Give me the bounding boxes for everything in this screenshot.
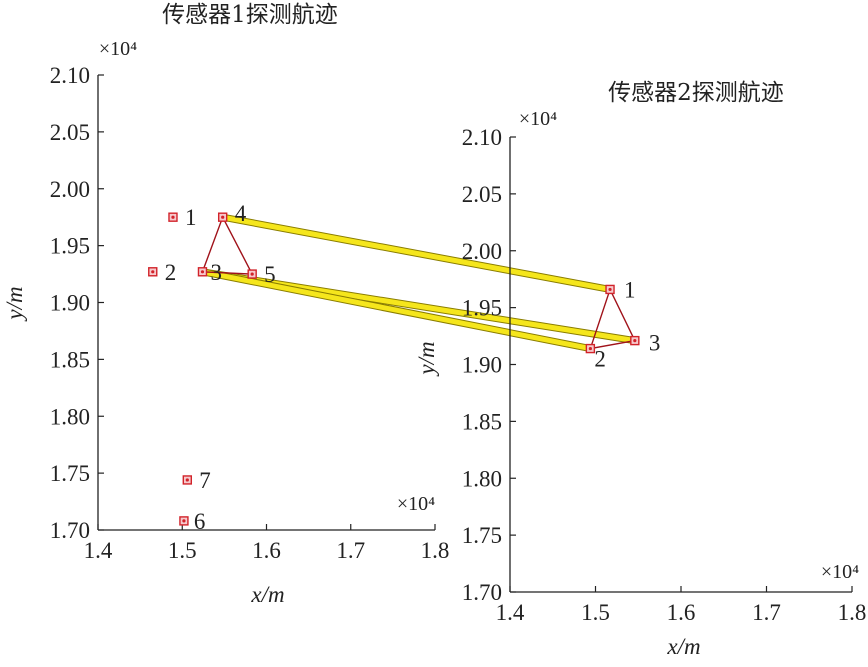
y-exponent-label: ×10⁴ [519,108,557,130]
y-tick-label: 1.95 [462,296,502,321]
point-label: 6 [194,509,206,534]
y-tick-label: 2.10 [462,125,502,150]
chart-panel-1: 传感器1探测航迹1.701.751.801.851.901.952.002.05… [2,2,449,607]
x-tick-label: 1.8 [421,538,450,563]
point-center [588,346,592,351]
point-center [182,519,186,523]
y-tick-label: 2.00 [50,177,90,202]
x-tick-label: 1.7 [336,538,365,563]
point-center [151,270,155,274]
y-tick-label: 1.85 [462,409,502,434]
x-exponent-label: ×10⁴ [397,493,435,515]
point-label: 5 [264,262,276,287]
point-center [608,287,612,292]
y-tick-label: 2.00 [462,239,502,264]
y-tick-label: 1.90 [50,291,90,316]
point-center [185,478,189,482]
x-axis-label: x/m [666,634,700,659]
point-center [200,270,205,274]
point-label: 1 [624,277,636,302]
track-point-2: 2 [148,260,177,285]
y-tick-label: 1.70 [50,518,90,543]
y-tick-label: 1.95 [50,234,90,259]
track-point-3: 3 [630,331,661,356]
point-label: 2 [594,347,606,372]
chart-title: 传感器1探测航迹 [162,2,338,28]
y-tick-label: 1.70 [462,580,502,605]
x-tick-label: 1.5 [168,538,197,563]
y-exponent-label: ×10⁴ [99,38,137,60]
track-point-4: 4 [217,201,247,226]
chart-title: 传感器2探测航迹 [608,80,784,106]
track-point-3: 3 [197,260,222,285]
y-tick-label: 2.05 [462,182,502,207]
association-line-3 [198,268,594,353]
x-tick-label: 1.6 [252,538,281,563]
x-tick-label: 1.7 [752,600,781,625]
point-label: 3 [210,260,222,285]
association-lines [198,213,639,353]
y-tick-label: 1.85 [50,347,90,372]
track-point-6: 6 [179,509,206,534]
x-tick-label: 1.6 [667,600,696,625]
x-exponent-label: ×10⁴ [821,561,859,583]
y-axis-label: y/m [2,286,27,321]
association-line-fill [220,214,613,292]
point-center [171,215,175,219]
association-line-fill [199,269,593,352]
y-axis-label: y/m [414,341,439,376]
track-point-2: 2 [585,343,606,372]
point-center [633,339,637,343]
point-label: 4 [235,201,247,226]
y-tick-label: 2.05 [50,120,90,145]
x-tick-label: 1.4 [84,538,113,563]
y-tick-label: 1.80 [462,466,502,491]
track-point-7: 7 [182,468,211,493]
y-tick-label: 2.10 [50,63,90,88]
track-point-1: 1 [605,277,636,302]
y-tick-label: 1.75 [462,523,502,548]
x-axis-label: x/m [250,582,284,607]
track-triangle [201,215,254,275]
x-tick-label: 1.4 [496,600,525,625]
point-center [221,215,225,219]
association-line-1 [219,213,614,293]
x-tick-label: 1.5 [581,600,610,625]
track-point-5: 5 [247,262,276,287]
point-label: 7 [199,468,211,493]
point-label: 2 [165,260,177,285]
y-tick-label: 1.90 [462,353,502,378]
point-center [250,272,254,276]
point-label: 1 [185,205,197,230]
y-tick-label: 1.75 [50,461,90,486]
track-triangle [589,287,636,350]
x-tick-label: 1.8 [838,600,867,625]
chart-panel-2: 传感器2探测航迹 1.70 1.75 1.80 1.85 1.90 1.95 2.00 2.05… [414,80,866,659]
y-tick-label: 1.80 [50,404,90,429]
point-label: 3 [649,331,661,356]
track-point-1: 1 [168,205,197,230]
